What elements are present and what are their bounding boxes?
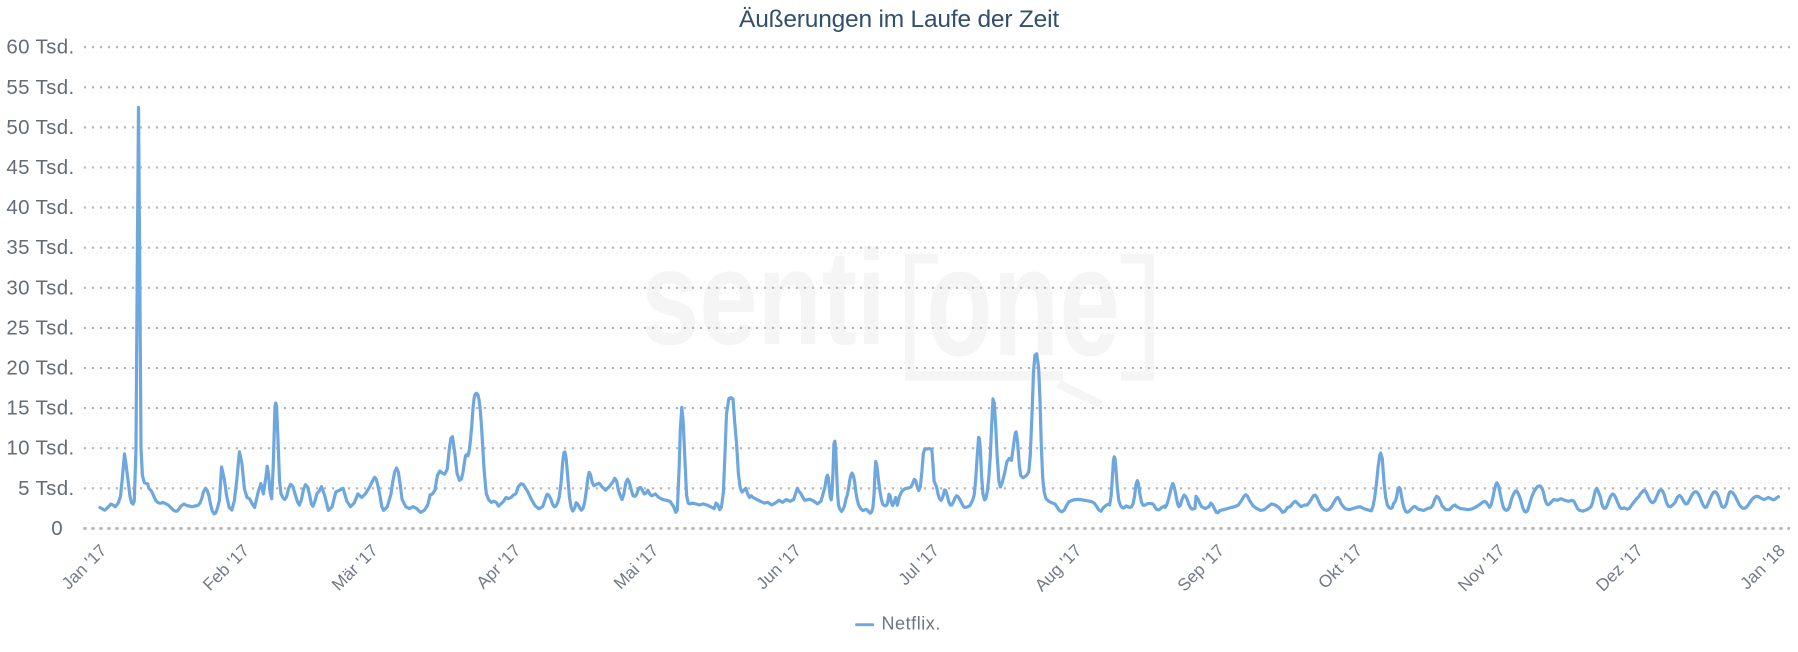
svg-text:Äußerungen im Laufe der Zeit: Äußerungen im Laufe der Zeit [739, 6, 1059, 33]
svg-text:one: one [926, 215, 1120, 388]
svg-text:60 Tsd.: 60 Tsd. [6, 36, 74, 59]
svg-text:20 Tsd.: 20 Tsd. [6, 357, 74, 380]
svg-text:50 Tsd.: 50 Tsd. [6, 116, 74, 139]
svg-text:25 Tsd.: 25 Tsd. [6, 316, 74, 339]
svg-text:55 Tsd.: 55 Tsd. [6, 76, 74, 99]
svg-text:35 Tsd.: 35 Tsd. [6, 236, 74, 259]
svg-text:15 Tsd.: 15 Tsd. [6, 397, 74, 420]
svg-text:senti: senti [641, 222, 886, 373]
svg-text:45 Tsd.: 45 Tsd. [6, 156, 74, 179]
svg-text:10 Tsd.: 10 Tsd. [6, 437, 74, 460]
svg-text:0: 0 [51, 517, 63, 540]
svg-text:5 Tsd.: 5 Tsd. [18, 477, 74, 500]
svg-text:Netflix.: Netflix. [882, 614, 941, 634]
svg-text:30 Tsd.: 30 Tsd. [6, 276, 74, 299]
svg-text:40 Tsd.: 40 Tsd. [6, 196, 74, 219]
